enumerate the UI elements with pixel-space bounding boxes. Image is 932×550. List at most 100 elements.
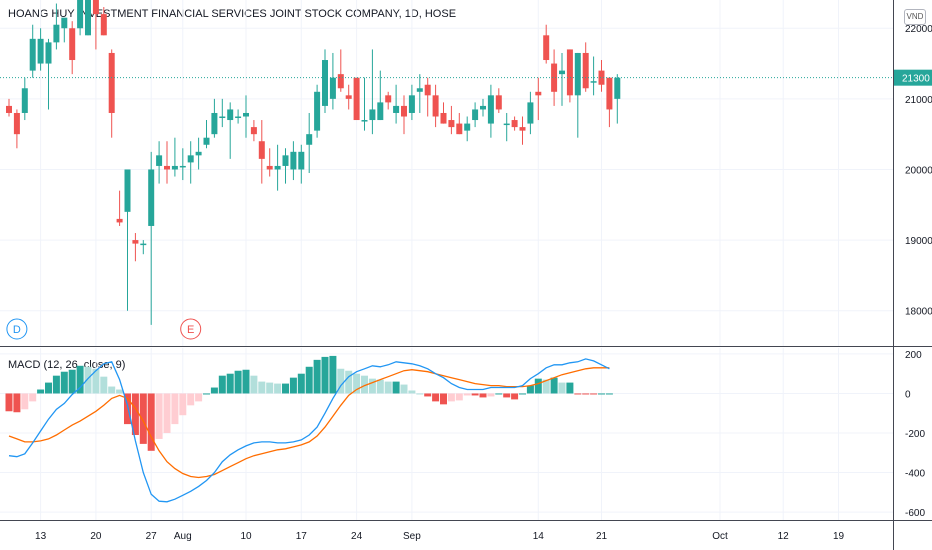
- candle-body: [487, 95, 494, 124]
- time-tick-label: 12: [778, 531, 790, 542]
- candle-body: [408, 95, 415, 113]
- candle-body: [92, 0, 99, 15]
- price-axis[interactable]: 18000 19000 20000 21000 22000 21300: [894, 24, 932, 318]
- macd-tick-label: 0: [905, 389, 911, 400]
- candle-body: [345, 95, 352, 99]
- candle-body: [306, 134, 313, 145]
- candle-body: [171, 165, 178, 170]
- histogram-bar: [313, 359, 321, 394]
- candle-body: [314, 91, 321, 131]
- candle-body: [211, 112, 218, 135]
- event-marker-label: E: [187, 324, 194, 336]
- histogram-bar: [250, 375, 258, 394]
- histogram-bar: [266, 382, 274, 394]
- candle-body: [424, 84, 431, 96]
- histogram-bar: [203, 393, 210, 395]
- candle-body: [132, 240, 139, 244]
- candle-body: [329, 77, 336, 99]
- histogram-bar: [124, 393, 131, 425]
- histogram-bar: [234, 370, 242, 394]
- candle-body: [590, 81, 597, 83]
- candle-body: [69, 28, 76, 61]
- histogram-bar: [329, 355, 337, 394]
- candle-body: [290, 151, 297, 170]
- candle-body: [45, 42, 52, 64]
- histogram-bar: [37, 389, 45, 394]
- candle-body: [456, 123, 463, 135]
- histogram-bar: [511, 393, 519, 400]
- histogram-bar: [495, 393, 503, 395]
- price-tick-label: 19000: [905, 236, 932, 247]
- macd-axis[interactable]: -600 -400 -200 0 200: [905, 350, 925, 519]
- currency-badge[interactable]: VND: [904, 9, 926, 25]
- time-axis[interactable]: 13 20 27 Aug 10 17 24 Sep 14 21 Oct 12 19: [35, 531, 844, 542]
- macd-pane: [5, 355, 613, 503]
- histogram-bar: [345, 370, 353, 394]
- histogram-bar: [226, 373, 234, 394]
- candle-body: [480, 105, 486, 110]
- candle-body: [614, 77, 621, 99]
- time-tick-label: 14: [533, 531, 545, 542]
- candle-body: [53, 24, 60, 43]
- histogram-bar: [337, 368, 345, 394]
- candle-body: [606, 77, 613, 110]
- candle-body: [574, 52, 581, 96]
- candle-body: [282, 155, 289, 166]
- macd-tick-label: 200: [905, 350, 922, 361]
- price-tick-label: 21000: [905, 95, 932, 106]
- time-tick-label: 19: [833, 531, 845, 542]
- histogram-bar: [155, 393, 163, 439]
- histogram-bar: [116, 389, 124, 394]
- histogram-bar: [195, 393, 203, 402]
- candle-body: [503, 123, 510, 126]
- histogram-bar: [550, 377, 558, 394]
- histogram-bar: [305, 366, 313, 394]
- candle-body: [495, 95, 502, 110]
- candle-body: [543, 35, 550, 61]
- histogram-bar: [400, 384, 408, 394]
- candle-body: [369, 109, 376, 121]
- histogram-bar: [558, 382, 566, 394]
- candle-body: [266, 165, 273, 170]
- histogram-bar: [84, 366, 92, 394]
- candle-body: [598, 70, 605, 85]
- histogram-bar: [321, 356, 329, 394]
- histogram-bar: [534, 378, 542, 394]
- histogram-bar: [5, 393, 13, 412]
- histogram-bar: [503, 393, 511, 398]
- histogram-bar: [13, 393, 21, 413]
- histogram-bar: [432, 393, 440, 402]
- price-tick-label: 22000: [905, 24, 932, 35]
- histogram-bar: [487, 393, 495, 397]
- candle-body: [124, 169, 131, 212]
- histogram-bar: [526, 385, 534, 394]
- histogram-bar: [147, 393, 155, 451]
- histogram-bar: [297, 373, 305, 394]
- candle-body: [527, 102, 534, 124]
- candle-body: [377, 102, 384, 121]
- time-tick-label: 10: [240, 531, 252, 542]
- candle-body: [559, 70, 565, 75]
- candle-body: [6, 105, 12, 113]
- candle-body: [298, 151, 305, 170]
- histogram-bar: [361, 375, 368, 394]
- time-tick-label: 27: [146, 531, 158, 542]
- histogram-bar: [139, 393, 147, 444]
- candle-body: [448, 120, 455, 128]
- candle-body: [77, 0, 84, 29]
- candle-body: [164, 165, 170, 170]
- candle-body: [219, 116, 226, 119]
- candlestick-series: [0, 0, 893, 325]
- time-tick-label: 17: [296, 531, 308, 542]
- candle-body: [322, 60, 328, 106]
- candle-body: [353, 77, 360, 121]
- histogram-bar: [471, 393, 479, 396]
- candle-body: [385, 95, 392, 103]
- histogram-bar: [447, 393, 455, 402]
- candle-body: [401, 105, 407, 117]
- candle-body: [393, 105, 400, 113]
- candle-body: [535, 91, 542, 96]
